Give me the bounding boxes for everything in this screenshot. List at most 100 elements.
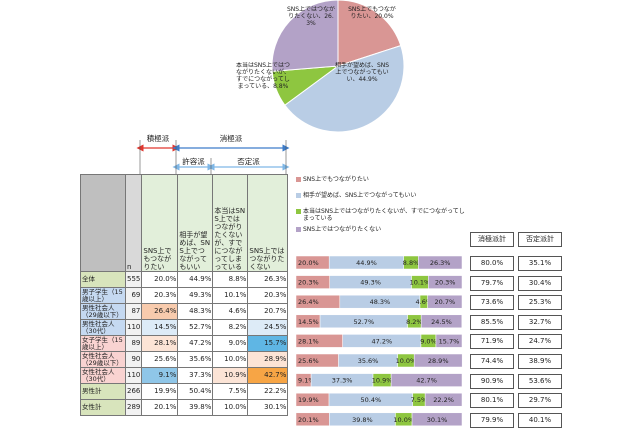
bar-segment [295,412,330,426]
bar-segment [419,294,428,309]
bar-segment [295,294,341,309]
bar-data-label: 20.1% [298,416,319,424]
bar-segment [310,373,374,387]
row-want: 9.1% [141,367,179,384]
bar-data-label: 42.7% [416,377,437,385]
row-not: 15.7% [247,335,289,352]
row-conn: 10.1% [212,287,249,304]
bar-segment [407,314,422,329]
col-ok-header: 相手が望めば、SNS上でつながってもいい [177,174,214,272]
row-n: 266 [124,383,143,400]
bar-data-label: 20.0% [298,259,319,267]
bar-data-label: 14.5% [298,318,319,326]
bar-data-label: 44.9% [356,259,377,267]
row-label: 男性社会人（29歳以下） [80,303,126,320]
row-ok: 52.7% [177,319,214,336]
neg-total-value: 74.4% [470,354,514,369]
row-want: 20.1% [141,399,179,416]
den-total-header: 否定派計 [518,232,562,247]
table-row: 女性社会人（30代） 110 9.1% 37.3% 10.9% 42.7% [80,367,289,384]
bar-segment [411,412,463,426]
bar-segment [397,353,415,368]
row-n: 289 [124,399,143,416]
bar-segment [420,314,463,329]
neg-total-value: 90.9% [470,373,514,389]
bar-data-label: 20.3% [435,279,456,287]
bar-data-label: 10.9% [372,377,393,385]
row-n: 69 [124,287,143,304]
row-n: 110 [124,319,143,336]
row-want: 28.1% [141,335,179,352]
bar-data-label: 37.3% [332,377,353,385]
row-n: 90 [124,351,143,368]
row-ok: 50.4% [177,383,214,400]
group-denial-label: 否定派 [237,157,260,166]
legend-item-not: SNS上ではつながりたくない [296,226,466,233]
row-conn: 8.2% [212,319,249,336]
bar-segment [295,334,343,348]
legend-item-ok: 相手が望めば、SNS上でつながってもいい [296,192,466,199]
bar-data-label: 28.9% [428,357,449,365]
bar-segment [295,255,330,270]
bar-segment [295,373,312,387]
pie-label: 相手が望めば、SNS上でつながってもいい、44.9% [335,62,389,83]
den-total-value: 30.4% [518,275,562,291]
bar-data-label: 19.9% [298,396,319,404]
row-ok: 49.3% [177,287,214,304]
row-want: 19.9% [141,383,179,400]
bar-data-label: 9.1% [298,377,315,385]
row-conn: 10.0% [212,399,249,416]
row-label: 男性計 [80,383,126,400]
bar-data-label: 10.0% [396,357,417,365]
neg-total-value: 73.6% [470,295,514,311]
legend-item-conn: 本当はSNS上ではつながりたくないが、すでにつながってしまっている [296,208,466,222]
group-positive-label: 積極派 [146,134,170,143]
bar-data-label: 10.0% [393,416,414,424]
bar-segment [418,255,463,270]
row-not: 26.3% [247,271,289,288]
pie-slice-want [337,0,402,67]
bar-segment [420,334,437,348]
bar-segment [427,294,463,309]
pie-label: SNS上ではつながりたくない、26.3% [287,6,335,27]
row-not: 24.5% [247,319,289,336]
bar-segment [339,294,421,309]
row-label: 男性社会人（30代） [80,319,126,336]
pie-label: 本当はSNS上ではつながりたくないが、すでにつながってしまっている、8.8% [236,62,290,90]
table-row: 男性社会人（29歳以下） 87 26.4% 48.3% 4.6% 20.7% [80,303,289,320]
bar-data-label: 7.5% [411,396,428,404]
pie-chart: SNS上でもつながりたい、20.0% 相手が望めば、SNS上でつながってもいい、4… [236,0,405,133]
bar-segment [424,392,463,407]
bar-segment [295,353,339,368]
row-label: 男子学生（15歳以上） [80,287,126,304]
row-want: 20.3% [141,287,179,304]
bar-data-label: 50.4% [361,396,382,404]
row-n: 555 [124,271,143,288]
bar-segment [412,392,426,407]
bar-data-label: 25.6% [298,357,319,365]
bar-data-label: 35.6% [358,357,379,365]
row-not: 28.9% [247,351,289,368]
bar-segment [338,353,398,368]
bar-data-label: 9.0% [420,337,437,345]
bar-segment [428,275,463,289]
row-conn: 4.6% [212,303,249,320]
bar-data-label: 48.3% [370,298,391,306]
group-header-arrows [136,140,290,175]
bar-data-label: 10.1% [410,279,431,287]
table-row: 全体 555 20.0% 44.9% 8.8% 26.3% [80,271,289,288]
bar-segment [390,373,463,387]
row-label: 女性社会人（30代） [80,367,126,384]
bar-segment [342,334,422,348]
row-conn: 7.5% [212,383,249,400]
legend: SNS上でもつながりたい 相手が望めば、SNS上でつながってもいい 本当はSNS… [296,176,466,233]
bar-data-label: 26.4% [298,298,319,306]
bar-data-label: 47.2% [371,337,392,345]
neg-total-value: 80.1% [470,393,514,409]
data-table: n SNS上でもつながりたい 相手が望めば、SNS上でつながってもいい 本当はS… [80,174,289,416]
bar-segment [329,275,412,289]
bar-segment [295,275,330,289]
row-conn: 9.0% [212,335,249,352]
bar-data-label: 24.5% [431,318,452,326]
neg-total-header: 消極派計 [470,232,514,247]
